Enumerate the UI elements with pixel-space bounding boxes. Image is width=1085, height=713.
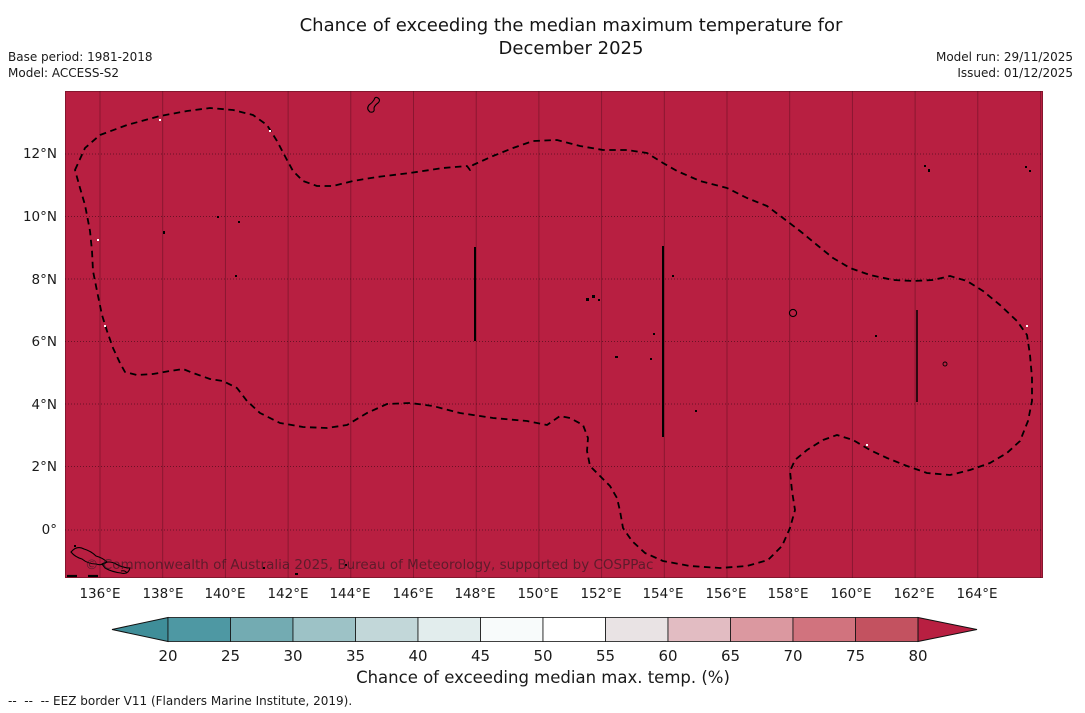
x-tick-160e: 160°E <box>830 586 872 602</box>
run-metadata-left: Base period: 1981-2018 Model: ACCESS-S2 <box>8 50 153 81</box>
cb-tick-25: 25 <box>220 647 241 665</box>
cb-tick-50: 50 <box>533 647 553 665</box>
colorbar-caption: Chance of exceeding median max. temp. (%… <box>356 668 730 687</box>
page-title: Chance of exceeding the median maximum t… <box>300 14 843 60</box>
base-period-text: Base period: 1981-2018 <box>8 50 153 64</box>
x-tick-136e: 136°E <box>79 586 121 602</box>
cb-tick-60: 60 <box>658 647 678 665</box>
y-tick-8n: 8°N <box>31 272 57 288</box>
title-line-1: Chance of exceeding the median maximum t… <box>299 15 843 36</box>
x-tick-156e: 156°E <box>705 586 747 602</box>
y-tick-4n: 4°N <box>31 397 57 413</box>
x-tick-138e: 138°E <box>142 586 184 602</box>
cb-tick-70: 70 <box>783 647 803 665</box>
colorbar-left-arrow <box>111 616 169 643</box>
issued-text: Issued: 01/12/2025 <box>957 65 1073 80</box>
y-tick-6n: 6°N <box>31 334 57 350</box>
atoll-ring-small <box>942 361 948 367</box>
eez-footnote: -- -- -- EEZ border V11 (Flanders Marine… <box>8 694 353 708</box>
cb-tick-30: 30 <box>283 647 303 665</box>
atoll-ring <box>788 308 798 318</box>
y-tick-2n: 2°N <box>31 459 57 475</box>
model-text: Model: ACCESS-S2 <box>8 65 120 80</box>
latitude-gridlines <box>65 153 1043 531</box>
cb-tick-65: 65 <box>720 647 741 665</box>
colorbar <box>111 616 978 643</box>
cb-tick-40: 40 <box>408 647 428 665</box>
y-tick-0: 0° <box>41 522 57 538</box>
x-tick-158e: 158°E <box>767 586 809 602</box>
cb-tick-80: 80 <box>908 647 928 665</box>
island-marks <box>67 96 1031 578</box>
southern-archipelago-outline <box>70 546 131 574</box>
cb-tick-35: 35 <box>345 647 366 665</box>
y-tick-10n: 10°N <box>22 209 57 225</box>
colorbar-right-arrow <box>917 616 978 643</box>
guam-outline <box>367 96 381 113</box>
map-canvas <box>65 91 1043 578</box>
colorbar-segments <box>167 617 919 642</box>
x-tick-140e: 140°E <box>204 586 246 602</box>
eez-border-path <box>74 107 1033 569</box>
y-tick-12n: 12°N <box>22 146 57 162</box>
x-tick-146e: 146°E <box>392 586 434 602</box>
x-tick-164e: 164°E <box>956 586 998 602</box>
cb-tick-75: 75 <box>845 647 866 665</box>
eez-sector-lines <box>474 246 918 437</box>
x-tick-154e: 154°E <box>642 586 684 602</box>
run-metadata-right: Model run: 29/11/2025 Issued: 01/12/2025 <box>936 50 1073 81</box>
map-area: © Commonwealth of Australia 2025, Bureau… <box>65 91 1043 578</box>
x-tick-152e: 152°E <box>580 586 622 602</box>
watermark: © Commonwealth of Australia 2025, Bureau… <box>85 557 654 573</box>
cb-tick-45: 45 <box>470 647 491 665</box>
x-tick-150e: 150°E <box>517 586 559 602</box>
title-line-2: December 2025 <box>498 38 644 59</box>
x-tick-148e: 148°E <box>454 586 496 602</box>
longitude-gridlines <box>99 91 1041 578</box>
x-tick-144e: 144°E <box>329 586 371 602</box>
x-tick-162e: 162°E <box>893 586 935 602</box>
x-tick-142e: 142°E <box>267 586 309 602</box>
cb-tick-20: 20 <box>158 647 178 665</box>
cb-tick-55: 55 <box>595 647 616 665</box>
model-run-text: Model run: 29/11/2025 <box>935 50 1073 64</box>
